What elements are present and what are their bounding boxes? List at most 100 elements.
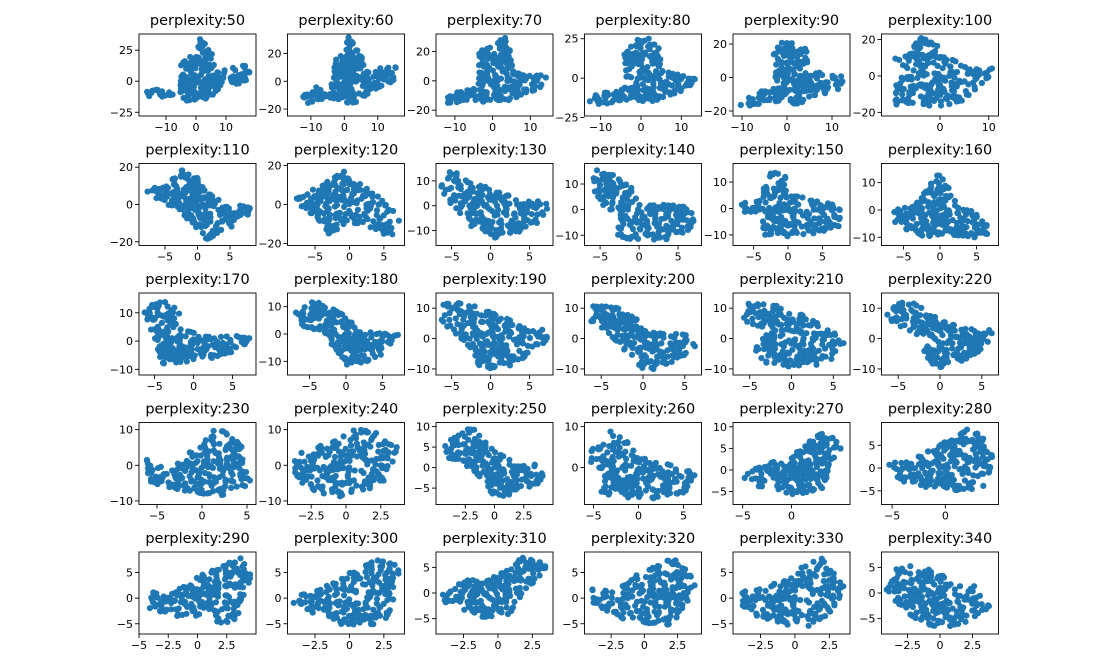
scatter-point <box>675 212 682 219</box>
scatter-point <box>643 217 651 224</box>
subplot-title: perplexity:120 <box>294 143 398 159</box>
scatter-point <box>967 208 974 215</box>
scatter-point <box>800 77 807 84</box>
scatter-point <box>205 53 212 61</box>
scatter-point <box>155 189 162 197</box>
scatter-point <box>612 304 619 311</box>
scatter-point <box>190 356 197 363</box>
scatter-point <box>216 487 223 494</box>
scatter-point <box>627 234 635 241</box>
subplot-title: perplexity:200 <box>591 272 695 288</box>
x-tick-label: −5 <box>443 251 459 264</box>
scatter-point <box>949 68 956 76</box>
scatter-point <box>784 350 791 357</box>
scatter-point <box>945 207 952 214</box>
scatter-point <box>775 97 782 104</box>
scatter-point <box>490 193 497 200</box>
x-tick-label: 2.5 <box>372 510 390 523</box>
scatter-point <box>925 187 932 195</box>
scatter-point <box>209 81 216 88</box>
scatter-point <box>965 81 972 88</box>
scatter-point <box>821 345 829 352</box>
scatter-points-12 <box>141 299 253 367</box>
scatter-point <box>487 230 494 238</box>
scatter-point <box>323 445 330 452</box>
scatter-point <box>676 203 683 210</box>
scatter-point <box>204 91 211 98</box>
scatter-point <box>154 474 161 481</box>
scatter-point <box>331 68 338 75</box>
x-tick-label: 10 <box>674 121 688 134</box>
scatter-point <box>480 216 487 223</box>
x-tick-label: −10 <box>589 121 612 134</box>
scatter-point <box>891 209 898 216</box>
x-tick-label: 5 <box>681 380 688 393</box>
scatter-point <box>467 180 474 187</box>
scatter-point <box>502 34 509 42</box>
subplot-title: perplexity:70 <box>447 13 542 29</box>
scatter-point <box>344 39 351 46</box>
scatter-point <box>508 83 515 90</box>
scatter-point <box>755 346 762 353</box>
scatter-point <box>944 323 952 330</box>
x-tick-label: −10 <box>730 121 753 134</box>
scatter-point <box>621 337 628 344</box>
scatter-point <box>927 354 935 361</box>
scatter-point <box>217 351 224 358</box>
scatter-point <box>227 339 234 346</box>
x-tick-label: 0 <box>341 121 348 134</box>
scatter-point <box>185 204 192 211</box>
scatter-point <box>363 429 370 436</box>
scatter-point <box>317 86 324 94</box>
scatter-point <box>799 194 806 201</box>
scatter-point <box>223 461 230 468</box>
scatter-point <box>445 301 452 308</box>
scatter-point <box>391 449 398 456</box>
scatter-point <box>374 74 382 81</box>
scatter-point <box>831 74 838 81</box>
scatter-point <box>486 353 493 360</box>
scatter-point <box>187 53 194 61</box>
scatter-point <box>330 227 337 234</box>
scatter-point <box>382 202 389 209</box>
scatter-point <box>212 478 219 485</box>
scatter-point <box>485 51 492 58</box>
scatter-point <box>300 93 307 100</box>
scatter-point <box>690 341 697 348</box>
scatter-point <box>915 328 922 335</box>
scatter-point <box>806 93 813 100</box>
scatter-point <box>894 85 901 92</box>
scatter-point <box>617 183 624 190</box>
scatter-point <box>367 205 374 212</box>
scatter-point <box>955 345 962 352</box>
scatter-point <box>306 324 313 331</box>
scatter-point <box>348 79 355 86</box>
x-tick-label: 0 <box>487 380 494 393</box>
scatter-point <box>141 309 148 316</box>
scatter-point <box>686 82 693 89</box>
scatter-point <box>188 461 195 468</box>
scatter-point <box>307 204 314 211</box>
scatter-point <box>947 228 954 235</box>
scatter-point <box>340 89 347 96</box>
x-tick-label: −5 <box>746 251 762 264</box>
scatter-point <box>351 467 358 474</box>
subplot-title: perplexity:130 <box>442 143 546 159</box>
scatter-point <box>330 89 337 96</box>
scatter-point <box>904 65 911 72</box>
scatter-point <box>236 454 243 462</box>
scatter-point <box>650 84 657 91</box>
scatter-point <box>637 226 644 233</box>
scatter-point <box>913 55 920 62</box>
scatter-point <box>602 94 609 101</box>
scatter-point <box>510 70 517 78</box>
subplot-title: perplexity:150 <box>739 143 843 159</box>
scatter-point <box>222 216 229 223</box>
scatter-point <box>956 94 963 101</box>
scatter-point <box>379 465 386 472</box>
scatter-point <box>534 341 541 348</box>
